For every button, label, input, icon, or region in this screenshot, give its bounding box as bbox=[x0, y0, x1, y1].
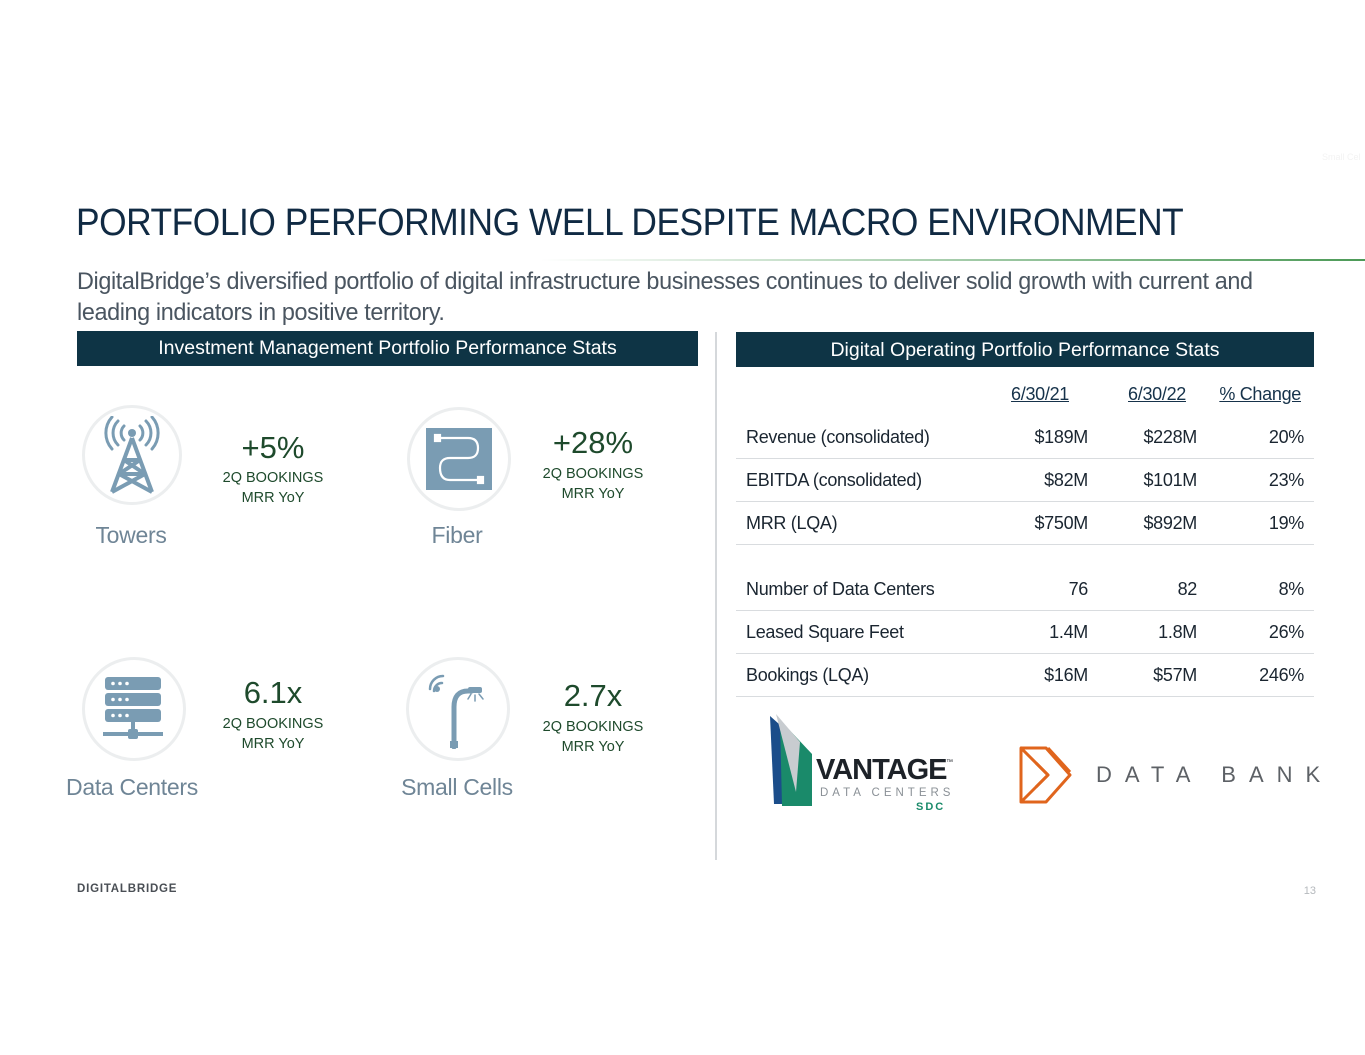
vantage-tagline: DATA CENTERS bbox=[820, 787, 955, 799]
fiber-stat-line1: 2Q BOOKINGS bbox=[542, 466, 644, 482]
row-label: MRR (LQA) bbox=[746, 513, 838, 533]
row-value-change: 19% bbox=[1268, 513, 1304, 533]
page-title: PORTFOLIO PERFORMING WELL DESPITE MACRO … bbox=[76, 202, 1184, 244]
row-label: Number of Data Centers bbox=[746, 579, 935, 599]
data-centers-stat-line2: MRR YoY bbox=[241, 736, 305, 752]
small-cells-stat-line1: 2Q BOOKINGS bbox=[542, 719, 644, 735]
row-value-2021: $189M bbox=[1034, 427, 1088, 447]
row-value-2021: $16M bbox=[1044, 665, 1088, 685]
row-value-2021: 1.4M bbox=[1049, 622, 1088, 642]
vantage-wordmark: VANTAGE bbox=[816, 754, 947, 786]
table-row: EBITDA (consolidated) $82M $101M 23% bbox=[736, 459, 1314, 502]
column-header-2022: 6/30/22 bbox=[1128, 384, 1186, 404]
small-cells-icon-circle bbox=[406, 657, 510, 761]
row-label: Bookings (LQA) bbox=[746, 665, 869, 685]
footer-logo: DIGITALBRIDGE bbox=[77, 883, 178, 895]
row-label: Revenue (consolidated) bbox=[746, 427, 930, 447]
row-value-change: 26% bbox=[1268, 622, 1304, 642]
fiber-stat-line2: MRR YoY bbox=[561, 486, 625, 502]
row-value-change: 246% bbox=[1259, 665, 1304, 685]
fiber-icon-circle bbox=[407, 407, 511, 511]
row-value-2022: $101M bbox=[1143, 470, 1197, 490]
row-value-2022: $228M bbox=[1143, 427, 1197, 447]
small-cell-pole-icon bbox=[428, 674, 484, 749]
row-value-2021: $750M bbox=[1034, 513, 1088, 533]
table-row: Bookings (LQA) $16M $57M 246% bbox=[736, 654, 1314, 697]
data-centers-icon-circle bbox=[82, 657, 186, 761]
row-label: Leased Square Feet bbox=[746, 622, 904, 642]
towers-icon-circle bbox=[82, 405, 182, 505]
small-cells-label: Small Cells bbox=[401, 774, 513, 800]
row-value-2022: 82 bbox=[1177, 579, 1198, 599]
table-row: Leased Square Feet 1.4M 1.8M 26% bbox=[736, 611, 1314, 654]
column-header-2021: 6/30/21 bbox=[1011, 384, 1069, 404]
page-subtitle: DigitalBridge’s diversified portfolio of… bbox=[77, 268, 1253, 326]
data-centers-label: Data Centers bbox=[66, 774, 198, 800]
small-cells-stat-value: 2.7x bbox=[563, 678, 623, 713]
row-value-2021: $82M bbox=[1044, 470, 1088, 490]
table-row: Revenue (consolidated) $189M $228M 20% bbox=[736, 416, 1314, 459]
digital-operating-header: Digital Operating Portfolio Performance … bbox=[736, 332, 1314, 367]
vantage-sub: SDC bbox=[916, 801, 946, 813]
table-row: MRR (LQA) $750M $892M 19% bbox=[736, 502, 1314, 545]
ghost-text: Small Cel bbox=[1322, 152, 1361, 162]
page-number: 13 bbox=[1303, 885, 1316, 897]
data-centers-stat-value: 6.1x bbox=[243, 675, 303, 710]
fiber-stat-value: +28% bbox=[552, 425, 634, 460]
towers-stat-line2: MRR YoY bbox=[241, 490, 305, 506]
table-row: Number of Data Centers 76 82 8% bbox=[736, 568, 1314, 611]
small-cells-stat-line2: MRR YoY bbox=[561, 739, 625, 755]
row-value-2022: 1.8M bbox=[1158, 622, 1197, 642]
row-value-2022: $892M bbox=[1143, 513, 1197, 533]
server-rack-icon bbox=[103, 677, 163, 739]
title-underline bbox=[540, 259, 1365, 261]
cell-tower-icon bbox=[104, 416, 160, 494]
row-value-2021: 76 bbox=[1068, 579, 1089, 599]
fiber-label: Fiber bbox=[431, 522, 483, 548]
row-value-change: 20% bbox=[1268, 427, 1304, 447]
row-value-change: 23% bbox=[1268, 470, 1304, 490]
towers-label: Towers bbox=[95, 522, 167, 548]
vantage-emblem-icon bbox=[770, 714, 812, 806]
fiber-cable-icon bbox=[426, 428, 492, 490]
vantage-logo: VANTAGE ™ DATA CENTERS SDC bbox=[764, 710, 956, 818]
column-header-change: % Change bbox=[1219, 384, 1301, 404]
vantage-trademark: ™ bbox=[946, 759, 953, 766]
towers-stat-line1: 2Q BOOKINGS bbox=[222, 470, 324, 486]
databank-mark-icon bbox=[1019, 746, 1072, 804]
row-label: EBITDA (consolidated) bbox=[746, 470, 922, 490]
panel-divider bbox=[715, 332, 717, 860]
investment-management-header: Investment Management Portfolio Performa… bbox=[77, 331, 698, 366]
row-value-2022: $57M bbox=[1153, 665, 1197, 685]
data-centers-stat-line1: 2Q BOOKINGS bbox=[222, 716, 324, 732]
databank-wordmark: DATA BANK bbox=[1096, 762, 1334, 787]
towers-stat-value: +5% bbox=[241, 430, 305, 465]
row-value-change: 8% bbox=[1278, 579, 1305, 599]
